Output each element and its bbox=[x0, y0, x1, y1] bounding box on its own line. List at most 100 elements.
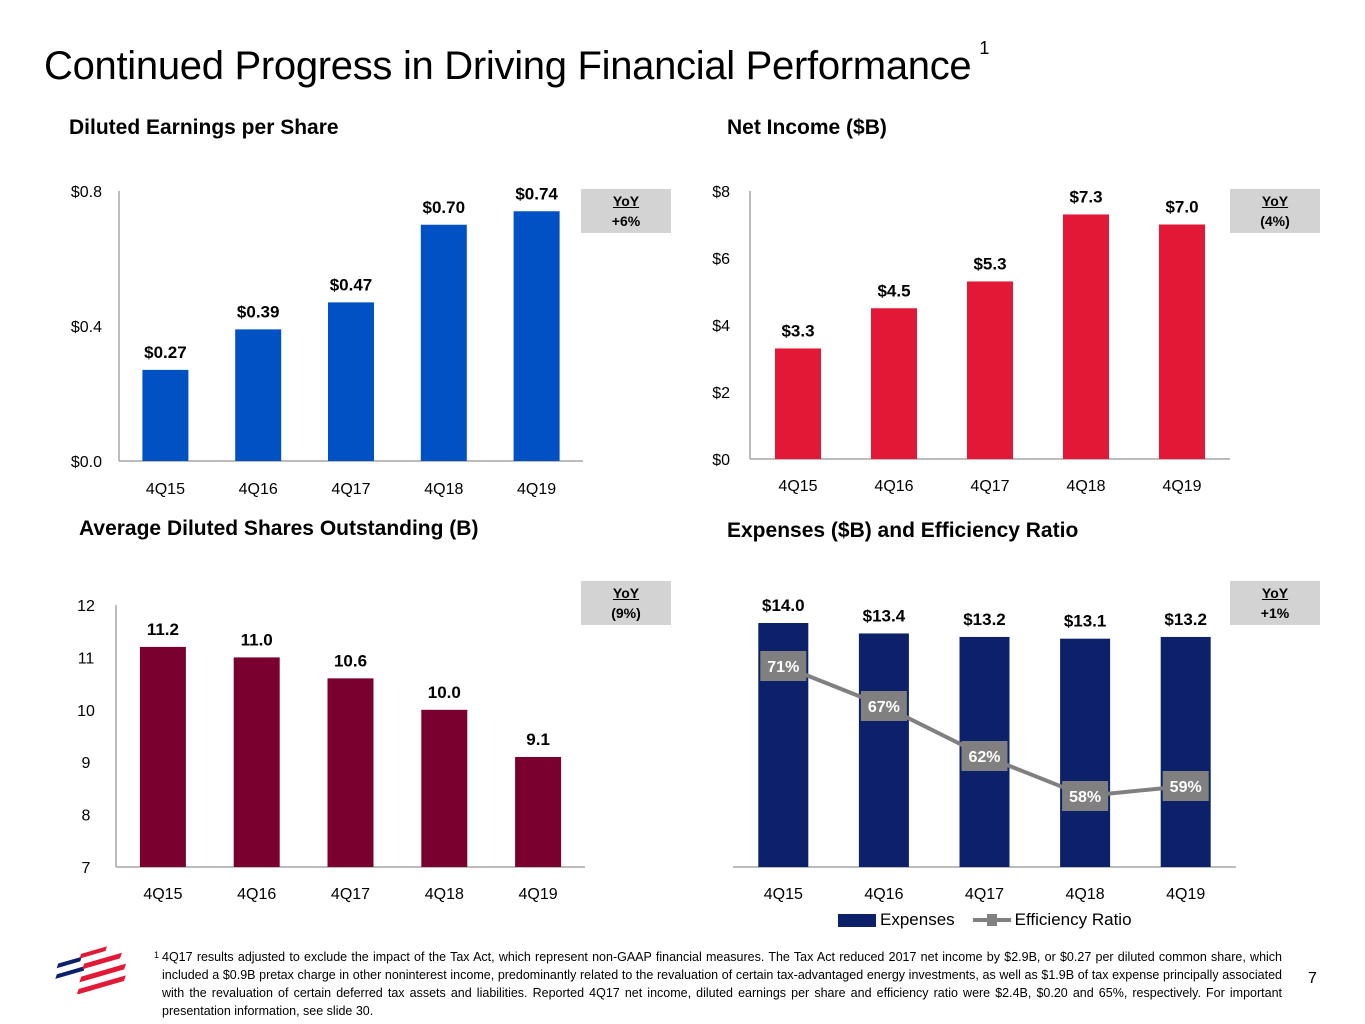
shares-y-tick-label: 10 bbox=[77, 703, 95, 720]
shares-bar bbox=[233, 657, 280, 867]
net-income-bar bbox=[1159, 224, 1205, 459]
eps-bar bbox=[142, 369, 189, 461]
shares-x-tick-label: 4Q16 bbox=[237, 886, 276, 903]
expenses-data-label: $13.4 bbox=[863, 606, 906, 625]
net-income-y-tick-label: $2 bbox=[712, 385, 730, 402]
expenses-ratio-label: 67% bbox=[868, 699, 900, 716]
expenses-yoy-box: YoY +1% bbox=[1230, 581, 1320, 625]
yoy-label: YoY bbox=[612, 193, 640, 209]
net-income-bar bbox=[967, 281, 1013, 459]
shares-bar bbox=[421, 709, 468, 867]
shares-x-tick-label: 4Q19 bbox=[519, 886, 558, 903]
yoy-value: (4%) bbox=[1260, 213, 1290, 229]
bank-flag-logo-icon bbox=[44, 944, 139, 999]
eps-bar bbox=[420, 224, 467, 461]
shares-data-label: 10.0 bbox=[428, 683, 461, 702]
eps-yoy-box: YoY +6% bbox=[581, 189, 671, 233]
eps-y-tick-label: $0.4 bbox=[71, 319, 102, 336]
expenses-ratio-label: 71% bbox=[767, 659, 799, 676]
net-income-yoy-box: YoY (4%) bbox=[1230, 189, 1320, 233]
page-title: Continued Progress in Driving Financial … bbox=[44, 38, 989, 89]
shares-y-tick-label: 9 bbox=[82, 755, 91, 772]
net-income-y-tick-label: $6 bbox=[712, 251, 730, 268]
net-income-data-label: $7.3 bbox=[1069, 187, 1102, 206]
shares-yoy-box: YoY (9%) bbox=[581, 581, 671, 625]
page-number: 7 bbox=[1308, 970, 1317, 987]
expenses-data-label: $13.1 bbox=[1064, 612, 1107, 631]
expenses-ratio-marker bbox=[1162, 771, 1209, 801]
footnote-text: 4Q17 results adjusted to exclude the imp… bbox=[162, 950, 1282, 1018]
eps-data-label: $0.27 bbox=[144, 343, 187, 362]
eps-data-label: $0.74 bbox=[515, 184, 558, 203]
expenses-x-tick-label: 4Q16 bbox=[864, 886, 903, 903]
shares-data-label: 10.6 bbox=[334, 651, 367, 670]
expenses-x-tick-label: 4Q18 bbox=[1066, 886, 1105, 903]
eps-bar bbox=[235, 329, 282, 461]
eps-bar bbox=[328, 302, 374, 461]
net-income-data-label: $3.3 bbox=[781, 321, 814, 340]
shares-x-tick-label: 4Q15 bbox=[143, 886, 182, 903]
eps-y-tick-label: $0.8 bbox=[71, 184, 102, 201]
shares-x-tick-label: 4Q17 bbox=[331, 886, 370, 903]
eps-data-label: $0.47 bbox=[330, 275, 373, 294]
expenses-data-label: $13.2 bbox=[963, 610, 1006, 629]
yoy-value: +6% bbox=[611, 213, 641, 229]
net-income-x-tick-label: 4Q17 bbox=[970, 478, 1009, 495]
eps-x-tick-label: 4Q15 bbox=[146, 481, 185, 498]
legend-label-efficiency-ratio: Efficiency Ratio bbox=[1014, 910, 1132, 929]
yoy-label: YoY bbox=[1261, 193, 1289, 209]
expenses-bar bbox=[858, 633, 909, 867]
expenses-ratio-label: 59% bbox=[1170, 779, 1202, 796]
yoy-value: +1% bbox=[1260, 605, 1290, 621]
shares-bar bbox=[139, 646, 186, 867]
eps-x-tick-label: 4Q19 bbox=[517, 481, 556, 498]
yoy-value: (9%) bbox=[611, 605, 641, 621]
expenses-ratio-marker bbox=[1062, 781, 1109, 811]
net-income-x-tick-label: 4Q16 bbox=[874, 478, 913, 495]
footnote: 1 4Q17 results adjusted to exclude the im… bbox=[154, 948, 1282, 1020]
expenses-data-label: $13.2 bbox=[1164, 610, 1207, 629]
expenses-ratio-marker bbox=[760, 651, 807, 681]
shares-y-tick-label: 7 bbox=[82, 860, 91, 877]
expenses-chart-title: Expenses ($B) and Efficiency Ratio bbox=[727, 519, 1079, 542]
eps-x-tick-label: 4Q18 bbox=[424, 481, 463, 498]
net-income-y-tick-label: $0 bbox=[712, 452, 730, 469]
eps-data-label: $0.39 bbox=[237, 302, 280, 321]
shares-y-tick-label: 8 bbox=[82, 808, 91, 825]
eps-x-tick-label: 4Q16 bbox=[239, 481, 278, 498]
shares-data-label: 11.0 bbox=[241, 630, 273, 649]
shares-bar bbox=[515, 756, 562, 867]
net-income-chart-title: Net Income ($B) bbox=[727, 116, 887, 139]
net-income-x-tick-label: 4Q18 bbox=[1066, 478, 1105, 495]
net-income-y-tick-label: $4 bbox=[712, 318, 730, 335]
expenses-ratio-marker bbox=[961, 741, 1008, 771]
yoy-label: YoY bbox=[612, 585, 640, 601]
net-income-x-tick-label: 4Q19 bbox=[1162, 478, 1201, 495]
net-income-bar bbox=[1063, 214, 1109, 459]
footnote-marker: 1 bbox=[154, 950, 160, 960]
shares-bar bbox=[327, 678, 374, 867]
expenses-ratio-label: 62% bbox=[968, 749, 1000, 766]
eps-y-tick-label: $0.0 bbox=[71, 454, 102, 471]
net-income-data-label: $4.5 bbox=[877, 281, 910, 300]
eps-x-tick-label: 4Q17 bbox=[331, 481, 370, 498]
net-income-data-label: $5.3 bbox=[973, 254, 1006, 273]
legend-swatch-expenses bbox=[838, 913, 876, 927]
net-income-data-label: $7.0 bbox=[1165, 198, 1198, 217]
shares-data-label: 11.2 bbox=[147, 620, 179, 639]
expenses-bar bbox=[1060, 638, 1111, 867]
shares-data-label: 9.1 bbox=[526, 730, 550, 749]
net-income-bar bbox=[871, 308, 917, 459]
expenses-x-tick-label: 4Q15 bbox=[764, 886, 803, 903]
expenses-ratio-label: 58% bbox=[1069, 789, 1101, 806]
net-income-x-tick-label: 4Q15 bbox=[778, 478, 817, 495]
eps-data-label: $0.70 bbox=[423, 198, 466, 217]
shares-y-tick-label: 12 bbox=[77, 598, 95, 615]
net-income-y-tick-label: $8 bbox=[712, 184, 730, 201]
eps-chart-title: Diluted Earnings per Share bbox=[69, 116, 339, 139]
expenses-x-tick-label: 4Q19 bbox=[1166, 886, 1205, 903]
title-footnote-ref: 1 bbox=[979, 38, 990, 58]
shares-x-tick-label: 4Q18 bbox=[425, 886, 464, 903]
legend-label-expenses: Expenses bbox=[880, 910, 955, 929]
